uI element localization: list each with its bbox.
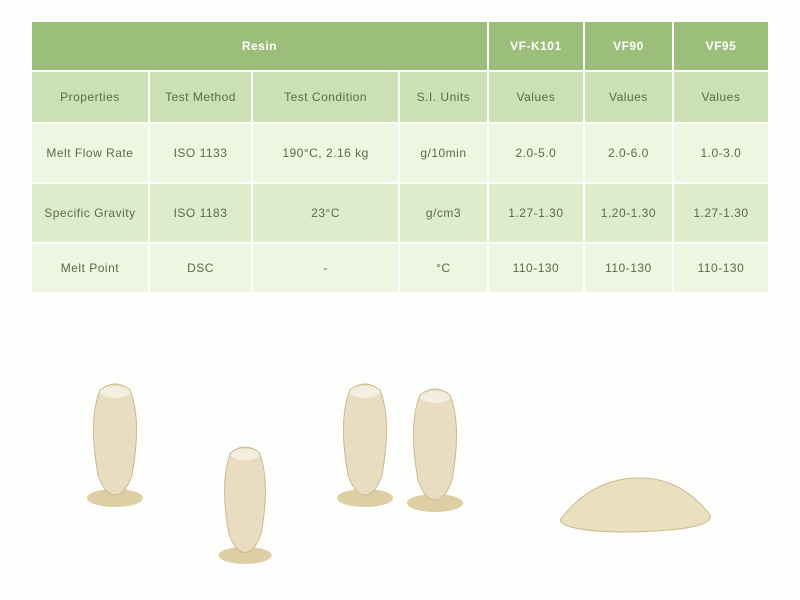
pellet-pile: [550, 460, 720, 540]
pellet-vial: [400, 385, 470, 515]
cell: 1.27-1.30: [489, 184, 583, 242]
cell: 190°C, 2.16 kg: [253, 124, 398, 182]
pellet-vial: [80, 380, 150, 510]
table-row: Melt PointDSC-°C110-130110-130110-130: [32, 244, 768, 292]
cell: 110-130: [489, 244, 583, 292]
col-header: Test Method: [150, 72, 251, 122]
col-header: Values: [674, 72, 768, 122]
product-col-vf-k101: VF-K101: [489, 22, 583, 70]
pellet-vial: [330, 380, 400, 510]
col-header: Values: [489, 72, 583, 122]
cell: 23°C: [253, 184, 398, 242]
product-col-vf95: VF95: [674, 22, 768, 70]
cell: -: [253, 244, 398, 292]
product-images: [0, 360, 800, 580]
table-row: Melt Flow RateISO 1133190°C, 2.16 kgg/10…: [32, 124, 768, 182]
cell: ISO 1183: [150, 184, 251, 242]
cell: 110-130: [585, 244, 672, 292]
cell: Melt Flow Rate: [32, 124, 148, 182]
table-row: Specific GravityISO 118323°Cg/cm31.27-1.…: [32, 184, 768, 242]
col-header: Properties: [32, 72, 148, 122]
resin-spec-table: ResinVF-K101VF90VF95 PropertiesTest Meth…: [30, 20, 770, 294]
cell: 2.0-5.0: [489, 124, 583, 182]
col-header: Test Condition: [253, 72, 398, 122]
cell: °C: [400, 244, 487, 292]
product-col-vf90: VF90: [585, 22, 672, 70]
cell: DSC: [150, 244, 251, 292]
cell: Specific Gravity: [32, 184, 148, 242]
cell: 1.27-1.30: [674, 184, 768, 242]
cell: ISO 1133: [150, 124, 251, 182]
resin-heading: Resin: [32, 22, 487, 70]
cell: g/10min: [400, 124, 487, 182]
cell: 1.0-3.0: [674, 124, 768, 182]
cell: 2.0-6.0: [585, 124, 672, 182]
col-header: S.I. Units: [400, 72, 487, 122]
pellet-vial: [212, 443, 279, 567]
cell: 110-130: [674, 244, 768, 292]
cell: 1.20-1.30: [585, 184, 672, 242]
col-header: Values: [585, 72, 672, 122]
cell: Melt Point: [32, 244, 148, 292]
cell: g/cm3: [400, 184, 487, 242]
